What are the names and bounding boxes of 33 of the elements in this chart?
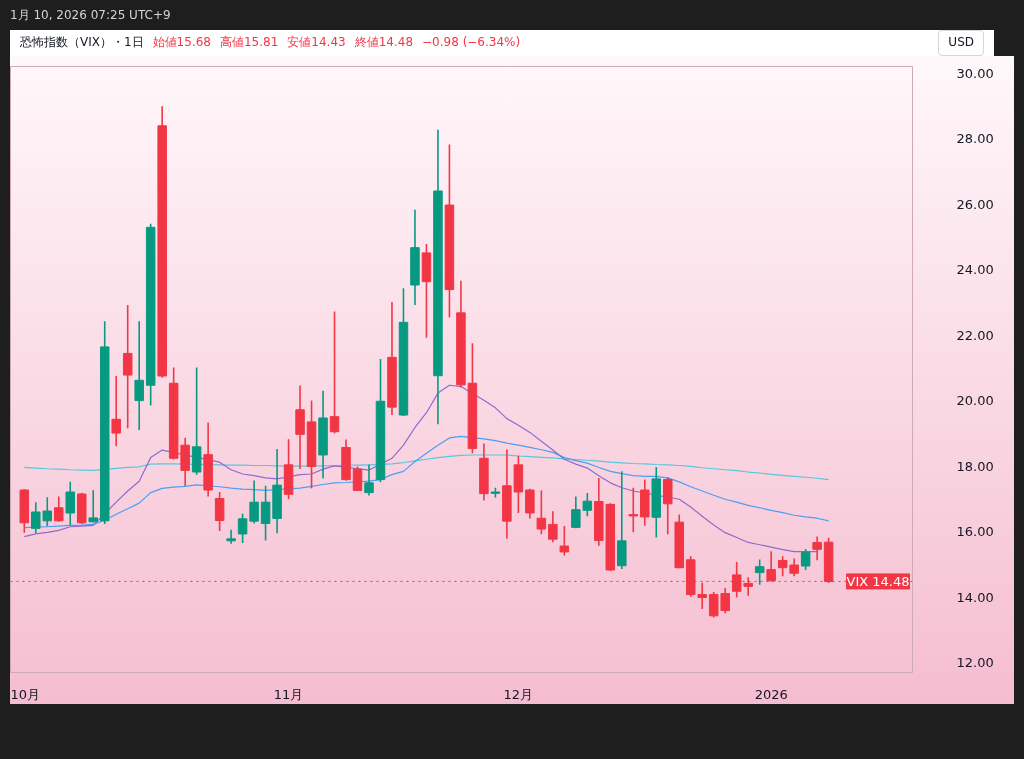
text: 終値14.48 [354,34,414,52]
y-tick-label: 14.00 [956,589,994,605]
candlestick [536,489,547,536]
y-tick-label: 26.00 [956,196,994,212]
line-series [23,454,830,481]
chart-title: 恐怖指数（VIX）・1日 [20,34,144,52]
y-tick-label: 22.00 [956,327,994,343]
y-tick-label: 30.00 [956,65,994,81]
candlestick [800,548,811,571]
candlestick [214,491,225,532]
x-tick-label: 11月 [273,686,304,702]
text: −0.98 (−6.34%) [422,34,521,52]
y-tick-label: 24.00 [956,262,994,278]
x-tick-label: 12月 [503,686,534,702]
y-tick-label: 16.00 [956,524,994,540]
candlestick [628,486,639,534]
y-tick-label: 18.00 [956,458,994,474]
text: 安値14.43 [287,34,346,52]
candlestick [191,366,202,476]
candlestick [145,222,156,407]
text: USD [938,30,984,56]
x-tick-label: 2026 [754,686,788,702]
y-tick-label: 12.00 [956,655,994,671]
line-series [23,435,830,529]
text: 高値15.81 [219,34,279,52]
chart-subtitle: 1月 10, 2026 07:25 UTC+9 [9,7,171,24]
x-tick-label: 10月 [10,686,41,702]
candlestick [754,558,765,586]
candlestick [559,525,570,557]
text: 始値15.68 [152,34,211,52]
y-tick-label: 20.00 [956,393,994,409]
ref-line-label: VIX 14.48 [846,573,910,589]
y-tick-label: 28.00 [956,131,994,147]
